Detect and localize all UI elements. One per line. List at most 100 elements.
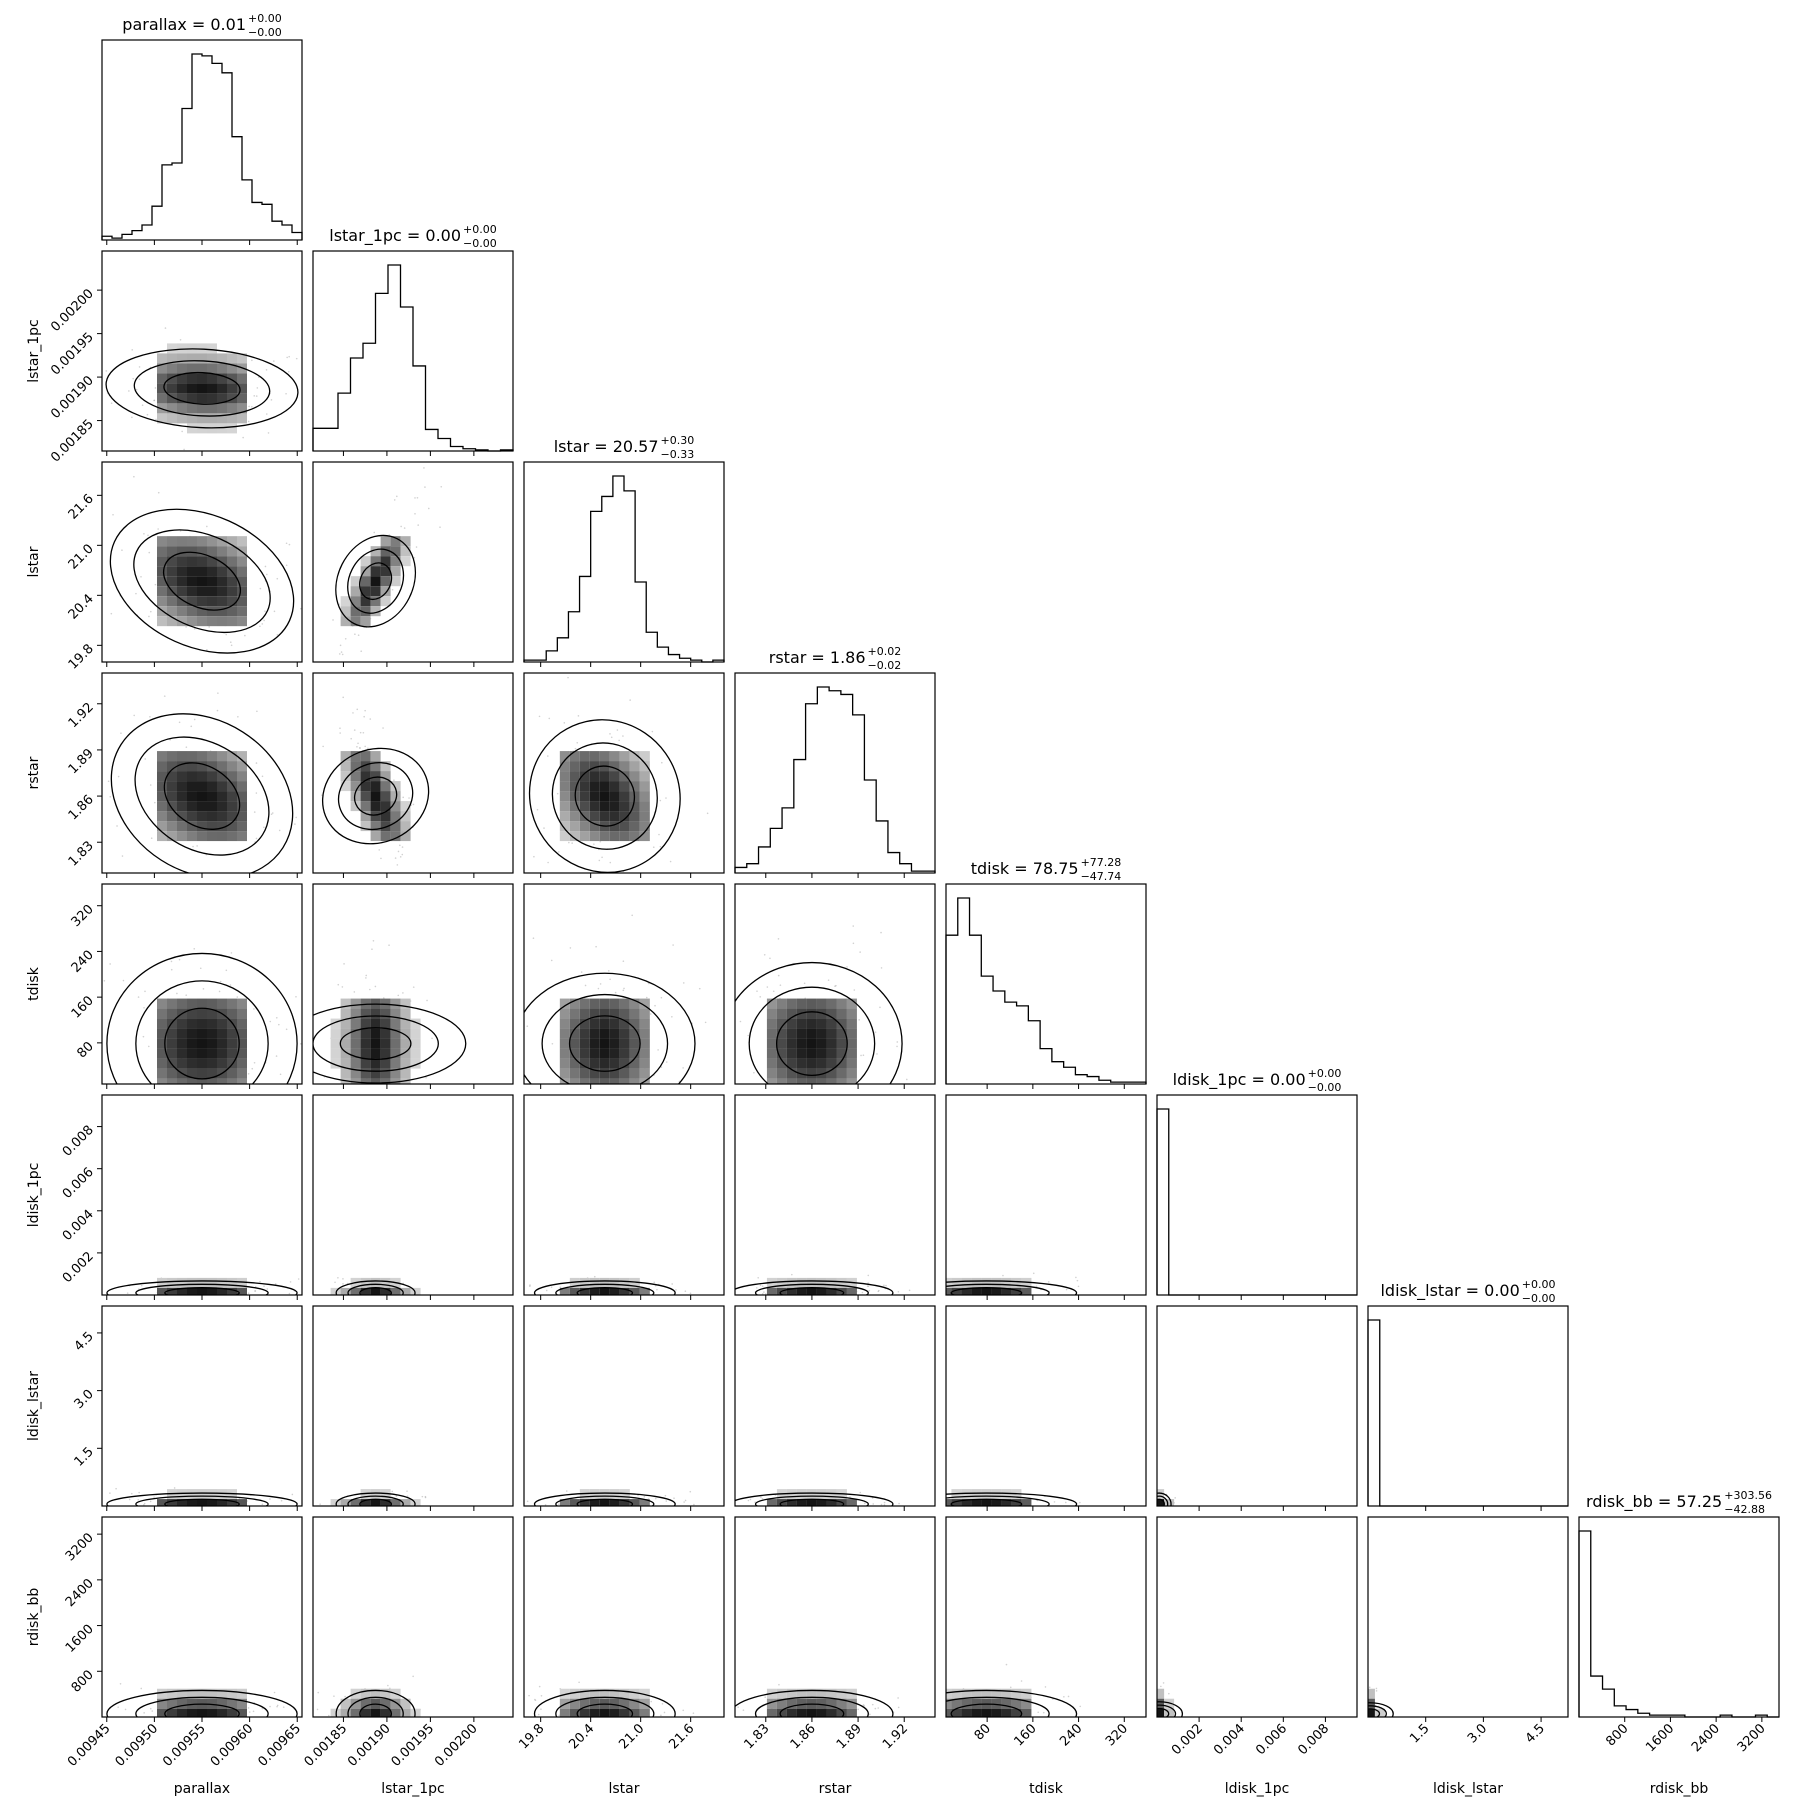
density-cell bbox=[350, 616, 361, 627]
density-cell bbox=[400, 811, 411, 822]
panel-frame bbox=[1367, 1305, 1569, 1507]
density-cell bbox=[187, 383, 197, 394]
density-cell bbox=[846, 1078, 857, 1084]
density-cell bbox=[569, 1038, 580, 1049]
density-cell bbox=[237, 811, 247, 822]
sample-point bbox=[897, 1290, 900, 1293]
density-cell bbox=[796, 1028, 807, 1039]
density-cell bbox=[197, 393, 207, 404]
sample-point bbox=[659, 845, 662, 848]
density-cell bbox=[589, 1708, 600, 1717]
density-cell bbox=[390, 998, 401, 1009]
sample-point bbox=[317, 1691, 320, 1694]
sample-point bbox=[393, 779, 395, 781]
density-cell bbox=[360, 771, 371, 782]
sample-point bbox=[663, 1711, 666, 1714]
x-tick-label-lstar: 21.0 bbox=[616, 1721, 647, 1752]
contour-level-3 bbox=[110, 713, 294, 873]
density-cell bbox=[217, 771, 227, 782]
sample-point bbox=[866, 1285, 869, 1287]
density-cell bbox=[1368, 1688, 1375, 1699]
density-cell bbox=[599, 811, 610, 822]
panel-frame bbox=[1578, 1516, 1780, 1718]
histogram-lstar bbox=[523, 475, 725, 663]
density-cell bbox=[207, 761, 217, 772]
density-cell bbox=[360, 606, 371, 617]
density-cell bbox=[569, 998, 580, 1009]
sample-point bbox=[295, 995, 297, 998]
density-cell bbox=[380, 811, 391, 822]
sample-point bbox=[154, 583, 157, 586]
density-cell bbox=[559, 1287, 570, 1295]
density-cell bbox=[981, 1277, 992, 1288]
density-cell bbox=[599, 831, 610, 842]
sample-point bbox=[109, 795, 112, 798]
density-cell bbox=[177, 821, 187, 832]
panel-frame bbox=[1367, 1516, 1569, 1718]
density-cell bbox=[350, 751, 361, 762]
sample-point bbox=[153, 1496, 155, 1498]
density-cell bbox=[380, 761, 391, 772]
density-cell bbox=[227, 1078, 237, 1084]
sample-point bbox=[693, 1503, 695, 1506]
density-cell bbox=[167, 1028, 177, 1039]
sample-point bbox=[337, 1276, 339, 1279]
sample-point bbox=[399, 856, 402, 858]
density-cell bbox=[400, 1499, 411, 1506]
density-cell bbox=[400, 831, 411, 842]
density-cell bbox=[360, 1028, 371, 1039]
density-cell bbox=[619, 801, 630, 812]
density-cell bbox=[599, 1058, 610, 1069]
density-cell bbox=[786, 1008, 797, 1019]
density-cell bbox=[599, 1078, 610, 1084]
sample-point bbox=[181, 430, 183, 433]
density-cell bbox=[766, 1018, 777, 1029]
density-cell bbox=[579, 1008, 590, 1019]
density-cell bbox=[560, 1729, 570, 1739]
density-cell bbox=[187, 556, 197, 567]
sample-point bbox=[116, 825, 118, 827]
density-cell bbox=[197, 831, 207, 842]
sample-point bbox=[149, 1500, 152, 1503]
density-cell bbox=[167, 393, 177, 404]
density-cell bbox=[370, 1277, 381, 1288]
sample-point bbox=[609, 861, 612, 864]
sample-point bbox=[124, 1708, 127, 1711]
contour-level-2 bbox=[555, 1283, 655, 1295]
density-cell bbox=[600, 1719, 610, 1729]
density-cell bbox=[400, 1028, 411, 1039]
density-cell bbox=[961, 1698, 972, 1709]
panel-rdisk_bb-vs-lstar_1pc bbox=[313, 1517, 513, 1717]
density-cell bbox=[619, 821, 630, 832]
density-cell bbox=[826, 1028, 837, 1039]
panel-frame bbox=[523, 461, 725, 663]
sample-point bbox=[107, 780, 110, 783]
panel-title-lower-rdisk_bb: −42.88 bbox=[1724, 1503, 1765, 1516]
density-cell bbox=[350, 1038, 361, 1049]
density-cell bbox=[816, 998, 827, 1009]
sample-point bbox=[547, 861, 549, 864]
sample-point bbox=[236, 996, 239, 998]
density-cell bbox=[167, 791, 177, 802]
density-cell bbox=[569, 761, 580, 772]
density-cell bbox=[579, 781, 590, 792]
density-cell bbox=[559, 831, 570, 842]
density-cell bbox=[991, 1489, 1002, 1500]
sample-point bbox=[898, 1502, 900, 1505]
panel-title-lower-ldisk_1pc: −0.00 bbox=[1308, 1081, 1342, 1094]
sample-point bbox=[402, 796, 405, 799]
density-cell bbox=[629, 811, 640, 822]
sample-point bbox=[382, 727, 384, 729]
density-cell bbox=[629, 1068, 640, 1079]
density-cell bbox=[380, 536, 391, 547]
density-cell bbox=[380, 1277, 391, 1288]
density-cell bbox=[217, 811, 227, 822]
sample-point bbox=[406, 1490, 408, 1492]
density-cell bbox=[579, 821, 590, 832]
y-tick-label-rdisk_bb: 800 bbox=[69, 1668, 97, 1696]
density-cell bbox=[187, 546, 197, 557]
density-cell bbox=[237, 606, 247, 617]
sample-point bbox=[869, 1713, 871, 1716]
density-cell bbox=[579, 1058, 590, 1069]
sample-point bbox=[132, 377, 134, 380]
